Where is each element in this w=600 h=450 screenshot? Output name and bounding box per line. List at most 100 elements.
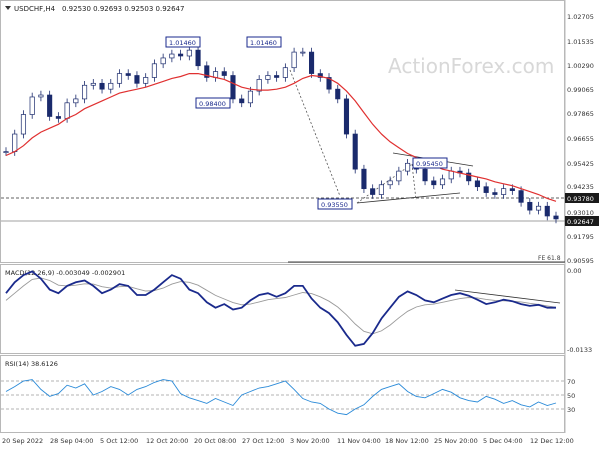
candle-body	[501, 188, 507, 195]
candles	[3, 45, 559, 224]
price-annotations: 1.01460 1.01460 0.98400 0.95450 0.93550 …	[165, 36, 561, 262]
candle-body	[134, 75, 140, 84]
price-y-tick: 1.01535	[567, 38, 594, 46]
x-tick: 20 Sep 2022	[2, 437, 43, 445]
symbol-label: USDCHF,H4	[14, 5, 56, 13]
macd-y-tick: -0.0133	[567, 346, 592, 354]
x-tick: 5 Oct 12:00	[100, 437, 138, 445]
label-101460-b: 1.01460	[250, 39, 277, 47]
candle-body	[204, 65, 210, 78]
label-box-101460-a	[165, 36, 201, 48]
rsi-panel-frame	[0, 355, 565, 433]
candle-body	[195, 49, 201, 67]
price-tag-current-label: 0.92647	[567, 218, 594, 226]
candle-body	[544, 205, 550, 217]
candle-body	[38, 94, 44, 98]
candle-body	[265, 75, 271, 80]
candle-body	[12, 133, 18, 152]
wedge-lower-line	[356, 192, 461, 204]
macd-y-tick: 0.00	[567, 267, 581, 275]
label-fe-618: FE 61.8	[538, 255, 561, 262]
candle-body	[178, 53, 184, 57]
candle-body	[99, 82, 105, 90]
candle-body	[221, 71, 227, 76]
price-y-tick: 0.97865	[567, 110, 594, 118]
macd-signal-line	[5, 277, 557, 335]
x-tick: 27 Oct 12:00	[242, 437, 284, 445]
candle-body	[309, 51, 315, 74]
candle-body	[535, 205, 542, 211]
x-tick: 25 Nov 20:00	[434, 437, 478, 445]
price-y-tick: 0.90595	[567, 257, 594, 265]
x-tick: 20 Oct 08:00	[194, 437, 236, 445]
candle-body	[116, 73, 123, 84]
candle-body	[90, 82, 96, 86]
candle-body	[466, 172, 472, 182]
candle-body	[387, 180, 393, 186]
price-y-tick: 0.91795	[567, 233, 594, 241]
label-box-093550	[317, 198, 353, 210]
candle-body	[335, 88, 341, 100]
x-tick: 12 Dec 12:00	[530, 437, 574, 445]
candle-body	[396, 170, 402, 182]
candle-body	[82, 84, 88, 100]
candle-body	[509, 188, 515, 191]
price-y-tick: 1.02705	[567, 13, 594, 21]
watermark: ActionForex.com	[388, 54, 554, 78]
price-tag-093780-label: 0.93780	[567, 195, 594, 203]
candle-body	[125, 73, 131, 76]
x-tick: 3 Nov 20:00	[290, 437, 330, 445]
x-tick: 12 Oct 20:00	[146, 437, 188, 445]
price-tag-current	[565, 216, 599, 226]
candle-body	[370, 188, 376, 195]
x-tick: 5 Dec 04:00	[483, 437, 523, 445]
candle-body	[47, 94, 53, 117]
candle-body	[448, 170, 454, 180]
candle-body	[431, 180, 437, 186]
candle-body	[422, 168, 428, 182]
rsi-y-tick: 30	[567, 406, 575, 414]
candle-body	[186, 49, 192, 57]
candle-body	[439, 178, 446, 186]
x-tick: 18 Nov 12:00	[385, 437, 429, 445]
candle-body	[230, 75, 236, 100]
candle-body	[361, 168, 367, 190]
macd-panel-frame	[0, 264, 565, 354]
candle-body	[73, 98, 79, 104]
rsi-title: RSI(14) 38.6126	[5, 360, 58, 368]
candle-body	[343, 98, 350, 135]
candle-body	[405, 162, 411, 172]
moving-average-line	[5, 73, 557, 202]
candle-body	[300, 51, 306, 54]
macd-title: MACD(12,26,9) -0.003049 -0.002901	[5, 269, 125, 277]
x-tick: 28 Sep 04:00	[50, 437, 93, 445]
candle-body	[553, 215, 559, 220]
label-095450: 0.95450	[416, 160, 443, 168]
candle-body	[55, 116, 61, 119]
dropdown-arrow-icon[interactable]	[5, 6, 11, 10]
price-y-tick: 0.96655	[567, 135, 594, 143]
label-box-101460-b	[246, 36, 282, 48]
candle-body	[256, 79, 262, 92]
candle-body	[483, 186, 489, 193]
candle-body	[151, 63, 157, 78]
candle-body	[378, 184, 384, 195]
ohlc-readout: 0.92530 0.92693 0.92503 0.92647	[62, 5, 184, 13]
rsi-y-tick: 70	[567, 378, 575, 386]
candle-body	[474, 180, 480, 188]
label-box-098400	[195, 97, 231, 109]
x-tick: 11 Nov 04:00	[337, 437, 381, 445]
x-axis: 20 Sep 2022 28 Sep 04:00 5 Oct 12:00 12 …	[2, 437, 574, 445]
candle-body	[527, 201, 533, 211]
rsi-line	[5, 379, 557, 416]
price-y-tick: 1.00290	[567, 62, 594, 70]
label-101460-a: 1.01460	[169, 39, 196, 47]
price-panel-frame	[0, 0, 565, 263]
candle-body	[239, 98, 245, 104]
projection-line-2	[356, 163, 413, 204]
price-y-tick: 0.94235	[567, 183, 594, 191]
price-y-axis: 1.02705 1.01535 1.00290 0.99065 0.97865 …	[567, 13, 594, 265]
candle-body	[3, 151, 9, 153]
candle-body	[317, 73, 323, 78]
label-093550: 0.93550	[321, 201, 348, 209]
